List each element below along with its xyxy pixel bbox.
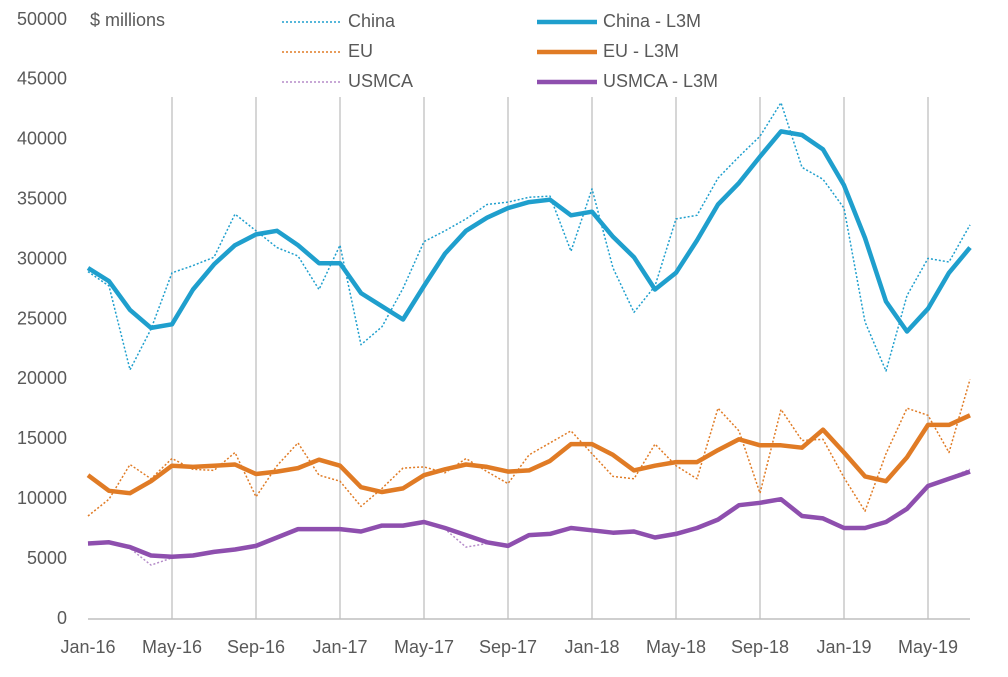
y-tick-label: 35000: [17, 188, 67, 208]
series-line: [87, 469, 971, 559]
x-tick-label: Jan-17: [312, 637, 367, 657]
x-tick-label: May-16: [142, 637, 202, 657]
y-tick-label: 0: [57, 608, 67, 628]
y-tick-label: 25000: [17, 308, 67, 328]
x-tick-label: Sep-17: [479, 637, 537, 657]
y-tick-label: 40000: [17, 129, 67, 149]
legend-label: EU: [348, 41, 373, 61]
x-tick-label: May-19: [898, 637, 958, 657]
legend-label: USMCA: [348, 71, 413, 91]
series-line: [87, 101, 971, 372]
y-tick-label: 10000: [17, 488, 67, 508]
x-tick-label: Sep-16: [227, 637, 285, 657]
x-tick-label: Jan-18: [564, 637, 619, 657]
y-tick-label: 20000: [17, 368, 67, 388]
y-tick-label: 45000: [17, 69, 67, 89]
y-tick-label: 15000: [17, 428, 67, 448]
x-tick-label: Sep-18: [731, 637, 789, 657]
series-line: [86, 129, 972, 334]
x-tick-label: May-18: [646, 637, 706, 657]
legend-label: China - L3M: [603, 11, 701, 31]
x-tick-label: Jan-16: [60, 637, 115, 657]
x-tick-label: May-17: [394, 637, 454, 657]
legend-label: China: [348, 11, 396, 31]
series-line: [86, 413, 971, 496]
legend-label: EU - L3M: [603, 41, 679, 61]
y-tick-label: 5000: [27, 548, 67, 568]
y-tick-label: 30000: [17, 248, 67, 268]
series-line: [87, 379, 971, 517]
y-tick-label: 50000: [17, 9, 67, 29]
legend-label: USMCA - L3M: [603, 71, 718, 91]
unit-annotation: $ millions: [90, 10, 165, 30]
x-tick-label: Jan-19: [816, 637, 871, 657]
